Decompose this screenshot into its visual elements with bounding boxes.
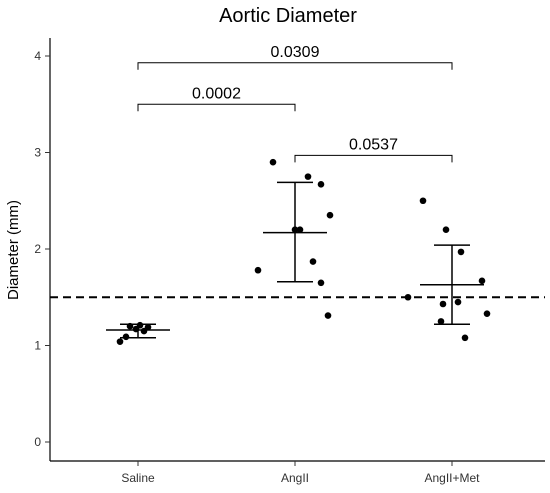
significance-bracket: 0.0309 [137,44,453,70]
bracket-line [137,62,453,70]
data-point [454,298,462,306]
x-tick-label: AngII+Met [424,471,480,485]
p-value-label: 0.0002 [192,85,241,102]
y-tick-label: 2 [34,242,41,256]
data-point [317,279,325,287]
data-point [461,334,469,342]
data-point [122,333,130,341]
data-point [144,323,152,331]
chart-title: Aortic Diameter [219,5,357,27]
data-point [478,277,486,285]
y-tick-label: 3 [34,146,41,160]
error-bars [106,181,484,339]
data-points [116,158,491,345]
significance-bracket: 0.0537 [294,136,453,163]
data-point [254,266,262,274]
data-point [404,293,412,301]
significance-brackets: 0.0002 0.0537 0.0309 [137,44,453,163]
data-point [304,173,312,180]
x-tick-label: AngII [281,471,309,485]
bracket-line [294,154,453,163]
y-tick-label: 1 [34,339,41,353]
data-point [437,318,445,325]
data-point [126,322,134,330]
data-point [116,338,124,345]
data-point [317,181,325,188]
data-point [324,312,332,319]
x-tick-label: Saline [121,471,155,485]
significance-bracket: 0.0002 [137,85,296,112]
y-tick-label: 4 [34,49,41,63]
data-point [309,258,317,265]
p-value-label: 0.0537 [349,136,398,153]
axes: 0 1 2 3 4 Saline AngII AngII+Met [34,38,545,485]
y-axis-label: Diameter (mm) [5,200,22,300]
data-point [291,226,299,233]
p-value-label: 0.0309 [271,44,320,61]
data-point [296,226,304,233]
data-point [442,226,450,233]
data-point [326,211,334,219]
bracket-line [137,103,296,112]
data-point [419,197,427,205]
error-bar-angii-met [420,244,484,326]
data-point [483,310,491,317]
y-tick-label: 0 [34,435,41,449]
data-point [457,248,465,256]
data-point [136,321,144,329]
data-point [269,158,277,166]
data-point [439,300,447,308]
